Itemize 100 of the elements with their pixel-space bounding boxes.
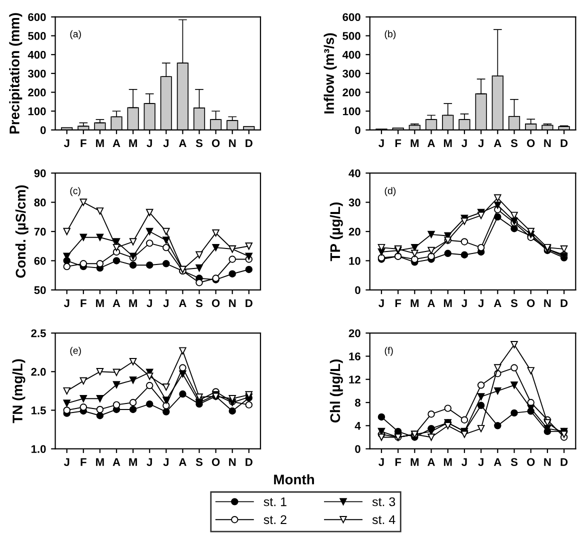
y-tick-label: 2.5 <box>31 329 46 338</box>
y-tick-label: 100 <box>28 107 46 116</box>
x-tick-label: D <box>560 458 568 466</box>
x-tick-label: J <box>146 299 152 308</box>
x-tick-label: D <box>246 139 252 148</box>
x-tick-label: J <box>462 299 467 308</box>
x-tick-label: N <box>229 458 236 466</box>
x-tick-label: M <box>129 139 137 148</box>
y-tick-label: 4 <box>354 422 361 430</box>
x-tick-label: J <box>462 458 467 466</box>
x-tick-label: M <box>96 458 104 466</box>
x-tick-label: S <box>196 139 203 148</box>
x-tick-label: D <box>560 299 568 308</box>
x-tick-label: N <box>229 299 236 308</box>
annotation: (d) <box>384 187 396 196</box>
annotation: (a) <box>70 30 81 40</box>
y-axis-title: Inflow (m³/s) <box>324 33 337 114</box>
x-tick-label: F <box>395 458 402 466</box>
y-axis-title: Precipitation (mm) <box>9 13 22 134</box>
y-tick-label: 600 <box>342 13 360 22</box>
x-tick-label: J <box>478 458 484 466</box>
x-tick-label: A <box>494 299 502 308</box>
annotation: (f) <box>384 346 393 356</box>
x-tick-label: D <box>560 139 568 148</box>
x-tick-label: A <box>178 299 186 308</box>
x-tick-label: A <box>112 458 120 466</box>
y-tick-label: 20 <box>348 228 360 236</box>
y-axis-title: Cond. (µS/cm) <box>15 185 28 278</box>
legend-label: st. 1 <box>264 497 286 506</box>
y-tick-label: 400 <box>28 50 46 59</box>
annotation: (b) <box>384 30 396 40</box>
y-tick-label: 300 <box>342 70 360 78</box>
x-tick-label: M <box>96 139 104 148</box>
x-tick-label: A <box>494 458 502 466</box>
x-tick-label: J <box>64 458 70 466</box>
y-tick-label: 50 <box>34 286 46 294</box>
y-tick-label: 200 <box>342 88 360 96</box>
y-tick-label: 0 <box>355 126 360 134</box>
x-tick-label: F <box>395 299 402 308</box>
y-tick-label: 1.5 <box>32 406 46 414</box>
annotation: (c) <box>70 187 80 196</box>
x-tick-label: J <box>378 299 384 308</box>
x-tick-label: N <box>544 458 551 466</box>
x-tick-label: N <box>544 139 551 148</box>
x-tick-label: F <box>395 139 402 148</box>
x-tick-label: M <box>129 458 137 466</box>
x-tick-label: F <box>80 139 86 148</box>
x-tick-label: J <box>146 458 152 466</box>
x-tick-label: F <box>80 299 86 308</box>
x-tick-label: J <box>64 139 70 148</box>
x-tick-label: J <box>163 299 168 308</box>
y-tick-label: 300 <box>28 70 46 78</box>
x-tick-label: A <box>428 458 435 466</box>
y-tick-label: 12 <box>349 376 360 384</box>
y-tick-label: 40 <box>348 169 360 178</box>
x-tick-label: S <box>510 139 518 148</box>
y-tick-label: 400 <box>342 50 360 59</box>
y-tick-label: 500 <box>342 32 360 40</box>
y-axis-title: TN (mg/L) <box>12 359 26 424</box>
x-tick-label: J <box>163 139 168 148</box>
x-tick-label: F <box>80 458 86 466</box>
y-tick-label: 100 <box>342 107 360 116</box>
x-tick-label: O <box>526 139 535 148</box>
x-tick-label: M <box>444 458 452 466</box>
x-tick-label: O <box>212 299 220 308</box>
y-tick-label: 80 <box>34 198 46 206</box>
x-tick-label: A <box>428 139 435 148</box>
x-tick-label: M <box>410 139 419 148</box>
x-tick-label: M <box>444 299 452 308</box>
y-tick-label: 90 <box>34 169 46 178</box>
y-tick-label: 600 <box>28 13 46 22</box>
x-tick-label: S <box>510 299 518 308</box>
x-tick-label: J <box>146 139 152 148</box>
annotation: (e) <box>70 346 81 356</box>
legend-label: st. 3 <box>372 497 396 506</box>
y-axis-title: TP (µg/L) <box>330 202 343 262</box>
y-tick-label: 0 <box>355 286 360 294</box>
y-tick-label: 70 <box>34 228 46 236</box>
x-tick-label: J <box>64 299 70 308</box>
y-tick-label: 8 <box>355 398 360 407</box>
y-tick-label: 1.0 <box>32 445 46 453</box>
y-tick-label: 16 <box>349 352 360 360</box>
x-tick-label: O <box>526 458 535 466</box>
y-axis-title: Chl (µg/L) <box>330 359 343 423</box>
y-tick-label: 10 <box>349 256 360 265</box>
x-tick-label: D <box>246 299 252 308</box>
x-tick-label: D <box>246 458 252 466</box>
x-tick-label: M <box>444 139 452 148</box>
x-tick-label: O <box>212 139 220 148</box>
y-tick-label: 200 <box>28 88 46 96</box>
legend-label: st. 4 <box>372 515 396 524</box>
x-tick-label: J <box>378 458 384 466</box>
x-tick-label: A <box>494 139 502 148</box>
x-tick-label: M <box>410 458 419 466</box>
x-tick-label: J <box>462 139 467 148</box>
x-tick-label: A <box>428 299 435 308</box>
x-tick-label: J <box>478 139 484 148</box>
x-tick-label: A <box>178 458 186 466</box>
x-tick-label: O <box>526 299 535 308</box>
y-tick-label: 30 <box>348 198 360 206</box>
